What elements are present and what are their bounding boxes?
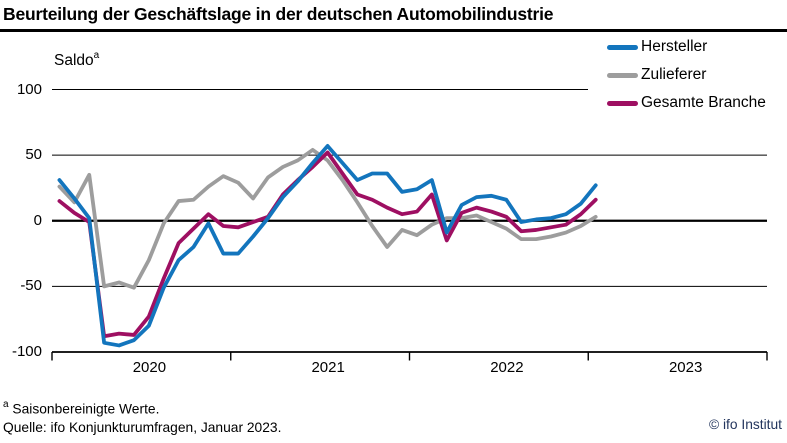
- x-tick-label-2023: 2023: [668, 359, 703, 376]
- footnote-text: Saisonbereinigte Werte.: [12, 401, 160, 417]
- x-tick-label-2022: 2022: [490, 359, 524, 376]
- gesamte-branche-line: [57, 150, 598, 339]
- legend-swatch: [607, 100, 638, 106]
- zulieferer-line: [57, 147, 598, 290]
- footnote-marker: a: [3, 399, 9, 410]
- copyright-note: © ifo Institut: [708, 417, 782, 432]
- legend-item-hersteller: Hersteller: [607, 33, 766, 61]
- page-title: Beurteilung der Geschäftslage in der deu…: [3, 4, 554, 24]
- saldo-superscript: a: [93, 50, 100, 61]
- hersteller-line: [57, 144, 598, 348]
- y-tick-label--100: -100: [11, 343, 42, 360]
- source-line: Quelle: ifo Konjunkturumfragen, Januar 2…: [3, 420, 282, 436]
- legend-label: Hersteller: [641, 38, 708, 55]
- y-tick-label-0: 0: [33, 211, 42, 229]
- y-tick-label--50: -50: [20, 277, 42, 295]
- legend-item-zulieferer: Zulieferer: [607, 61, 766, 89]
- footnotes: a Saisonbereinigte Werte. Quelle: ifo Ko…: [3, 397, 281, 438]
- y-tick-label-50: 50: [25, 146, 42, 164]
- legend-item-gesamte-branche: Gesamte Branche: [607, 89, 766, 117]
- y-tick-label-100: 100: [16, 80, 42, 98]
- x-tick-label-2020: 2020: [132, 359, 167, 376]
- title-divider: [0, 29, 787, 32]
- footnote-line: a Saisonbereinigte Werte.: [3, 397, 281, 419]
- legend-swatch: [607, 44, 638, 50]
- legend-swatch: [607, 72, 638, 78]
- legend-label: Zulieferer: [641, 66, 707, 83]
- chart-legend: Hersteller Zulieferer Gesamte Branche: [607, 33, 766, 117]
- legend-label: Gesamte Branche: [641, 94, 766, 111]
- x-tick-label-2021: 2021: [311, 359, 345, 376]
- y-axis-unit-label: Saldoa: [54, 50, 100, 70]
